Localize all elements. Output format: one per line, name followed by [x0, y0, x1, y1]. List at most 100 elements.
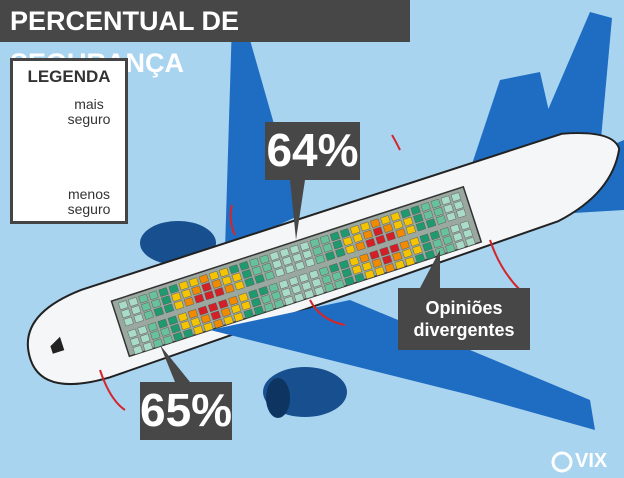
seat: [160, 327, 171, 337]
seat: [172, 331, 184, 342]
seat: [375, 234, 386, 245]
seat: [264, 270, 275, 281]
seat: [229, 264, 240, 274]
seat: [244, 277, 255, 288]
seat: [130, 305, 142, 315]
seat: [181, 288, 192, 299]
seat: [218, 267, 230, 278]
seat: [239, 261, 250, 271]
seat: [274, 267, 285, 278]
brand: VIX: [575, 450, 608, 472]
seat: [183, 297, 195, 307]
seat: [204, 290, 215, 301]
seat: [414, 253, 426, 263]
seat: [214, 287, 225, 297]
seat: [349, 256, 360, 267]
seat: [168, 283, 179, 294]
seat: [450, 192, 462, 202]
seat: [321, 274, 332, 285]
seat: [143, 310, 154, 320]
seat: [194, 293, 205, 304]
seat: [158, 287, 169, 297]
seat: [455, 240, 466, 250]
seat: [462, 228, 473, 239]
seat: [440, 195, 452, 206]
seat: [289, 244, 300, 255]
seat: [443, 203, 454, 214]
seat: [128, 297, 139, 307]
seat: [309, 238, 320, 248]
seat: [362, 229, 374, 240]
seat: [339, 259, 350, 270]
seat: [394, 259, 406, 270]
seat: [147, 322, 158, 332]
seat: [272, 259, 283, 270]
callout: 65%: [140, 382, 232, 440]
seat: [345, 244, 356, 255]
seat: [210, 310, 221, 321]
seat: [118, 300, 129, 310]
seat: [302, 249, 313, 260]
seat: [308, 269, 320, 280]
seat: [392, 251, 403, 262]
seat: [294, 261, 306, 271]
seat: [223, 315, 234, 326]
seat: [364, 269, 375, 280]
seat: [299, 241, 310, 252]
lower-wing: [210, 300, 595, 430]
seat: [284, 264, 296, 274]
seat: [352, 233, 363, 243]
seat: [254, 274, 265, 284]
legend-title: LEGENDA: [27, 67, 111, 86]
seat: [389, 243, 400, 254]
seat: [138, 293, 149, 304]
pointer: [160, 345, 190, 382]
seat: [221, 275, 232, 286]
seat: [449, 223, 461, 234]
seat: [261, 294, 272, 304]
seat: [380, 215, 391, 225]
seat: [460, 220, 471, 231]
seat: [130, 336, 141, 347]
seat: [453, 200, 464, 211]
seat: [452, 232, 463, 242]
seat: [224, 283, 235, 294]
logo-icon: [551, 451, 573, 473]
seat: [350, 225, 361, 235]
seat: [392, 220, 404, 230]
seat: [250, 297, 262, 308]
seat: [325, 251, 336, 261]
seat: [405, 224, 416, 235]
seat: [177, 312, 189, 322]
seat: [241, 269, 253, 279]
seat: [332, 239, 343, 250]
seat: [258, 286, 269, 296]
callout: Opiniões divergentes: [398, 288, 530, 350]
seat: [153, 306, 164, 317]
seat: [269, 251, 280, 261]
seat: [365, 238, 376, 248]
seat: [173, 300, 185, 310]
seat: [409, 236, 420, 247]
seat: [278, 279, 289, 290]
seat: [157, 318, 168, 329]
seat: [197, 305, 209, 316]
seat: [360, 221, 371, 232]
seat: [240, 300, 252, 311]
seat: [137, 325, 148, 336]
seat: [404, 256, 416, 267]
pointer: [420, 250, 440, 288]
seat: [279, 247, 290, 258]
title: PERCENTUAL DE SEGURANÇA: [0, 0, 410, 78]
seat: [162, 335, 174, 345]
pointer: [290, 180, 305, 240]
seat: [412, 245, 423, 255]
seat: [220, 307, 232, 318]
seat: [446, 211, 457, 222]
seat: [191, 285, 202, 296]
seat: [339, 228, 351, 238]
seat: [422, 241, 433, 252]
seat: [465, 236, 476, 247]
